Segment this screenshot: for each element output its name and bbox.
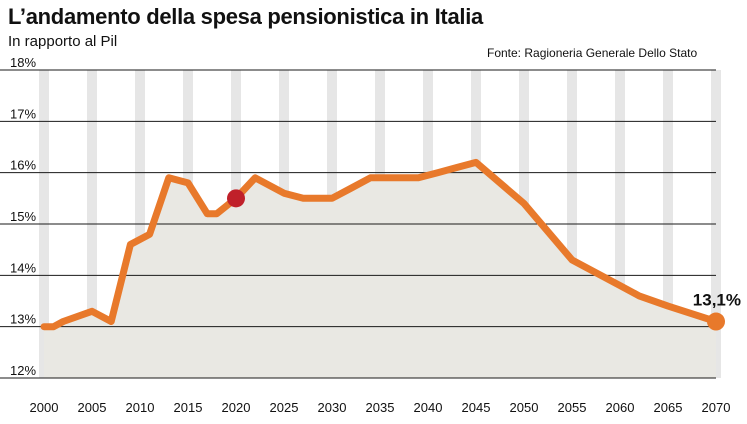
x-tick-label: 2020 bbox=[222, 400, 251, 415]
x-tick-label: 2015 bbox=[174, 400, 203, 415]
x-tick-label: 2035 bbox=[366, 400, 395, 415]
y-tick-label: 12% bbox=[10, 363, 36, 378]
end-point-label: 13,1% bbox=[693, 291, 741, 310]
x-tick-label: 2050 bbox=[510, 400, 539, 415]
y-tick-label: 16% bbox=[10, 158, 36, 173]
x-tick-label: 2070 bbox=[702, 400, 731, 415]
y-tick-label: 17% bbox=[10, 106, 36, 121]
y-tick-label: 13% bbox=[10, 312, 36, 327]
series-line bbox=[40, 158, 720, 331]
y-tick-label: 18% bbox=[10, 55, 36, 70]
x-tick-label: 2060 bbox=[606, 400, 635, 415]
chart-subtitle: In rapporto al Pil bbox=[8, 33, 118, 50]
x-tick-label: 2045 bbox=[462, 400, 491, 415]
x-tick-label: 2025 bbox=[270, 400, 299, 415]
y-tick-label: 14% bbox=[10, 260, 36, 275]
x-tick-label: 2030 bbox=[318, 400, 347, 415]
y-tick-label: 15% bbox=[10, 209, 36, 224]
x-tick-label: 2010 bbox=[126, 400, 155, 415]
end-point bbox=[707, 312, 725, 331]
chart-source: Fonte: Ragioneria Generale Dello Stato bbox=[487, 46, 698, 60]
chart-title: L’andamento della spesa pensionistica in… bbox=[8, 4, 483, 29]
x-tick-label: 2040 bbox=[414, 400, 443, 415]
x-tick-label: 2065 bbox=[654, 400, 683, 415]
highlight-point bbox=[227, 189, 245, 208]
x-tick-label: 2005 bbox=[78, 400, 107, 415]
x-tick-label: 2055 bbox=[558, 400, 587, 415]
x-tick-label: 2000 bbox=[30, 400, 59, 415]
